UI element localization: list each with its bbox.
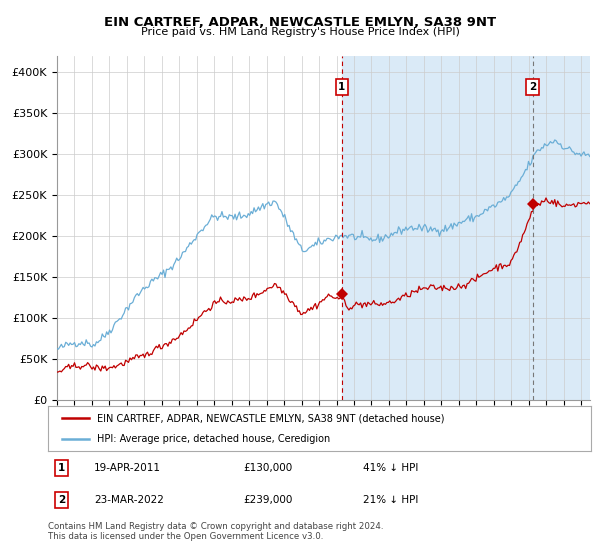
Text: 23-MAR-2022: 23-MAR-2022 [94,495,164,505]
Text: Contains HM Land Registry data © Crown copyright and database right 2024.
This d: Contains HM Land Registry data © Crown c… [48,522,383,542]
Text: 19-APR-2011: 19-APR-2011 [94,463,161,473]
Text: 2: 2 [58,495,65,505]
Text: Price paid vs. HM Land Registry's House Price Index (HPI): Price paid vs. HM Land Registry's House … [140,27,460,37]
Text: 1: 1 [338,82,346,92]
Text: 41% ↓ HPI: 41% ↓ HPI [363,463,418,473]
Text: 21% ↓ HPI: 21% ↓ HPI [363,495,418,505]
Text: EIN CARTREF, ADPAR, NEWCASTLE EMLYN, SA38 9NT (detached house): EIN CARTREF, ADPAR, NEWCASTLE EMLYN, SA3… [97,413,445,423]
Bar [342,56,590,400]
Text: HPI: Average price, detached house, Ceredigion: HPI: Average price, detached house, Cere… [97,433,330,444]
Text: 1: 1 [58,463,65,473]
Text: 2: 2 [529,82,536,92]
Text: EIN CARTREF, ADPAR, NEWCASTLE EMLYN, SA38 9NT: EIN CARTREF, ADPAR, NEWCASTLE EMLYN, SA3… [104,16,496,29]
Text: £130,000: £130,000 [244,463,293,473]
Text: £239,000: £239,000 [244,495,293,505]
